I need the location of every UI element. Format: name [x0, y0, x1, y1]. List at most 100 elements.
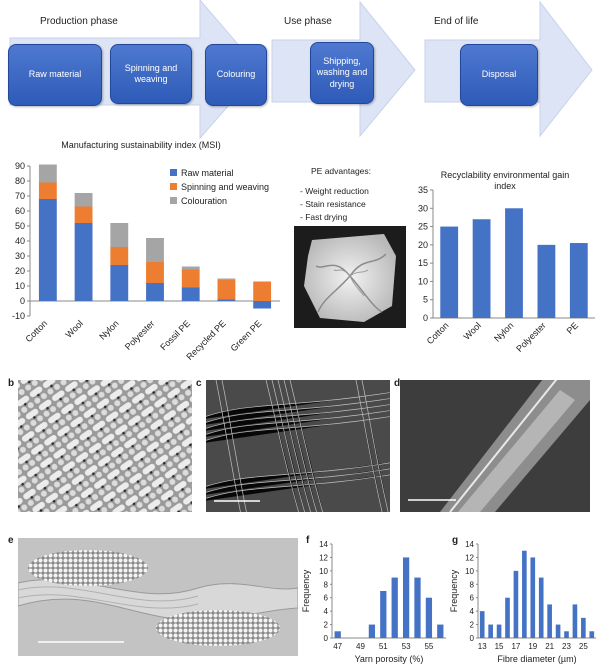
cross-section-image [18, 538, 298, 656]
pe-fabric-photo [294, 226, 406, 328]
phase-end: End of life [434, 16, 479, 27]
bar-segment [146, 283, 164, 301]
bar [547, 604, 552, 638]
x-tick-label: 55 [424, 642, 433, 651]
x-tick-label: Polyester [123, 318, 157, 352]
bar-segment [217, 278, 236, 280]
bar-segment [146, 262, 164, 283]
bar [564, 631, 569, 638]
x-tick-label: Nylon [492, 320, 515, 343]
bar [581, 617, 586, 638]
legend-swatch [170, 169, 177, 176]
box-colouring: Colouring [205, 44, 267, 106]
sem-fibre-image [400, 380, 590, 512]
weave-pattern [18, 380, 192, 512]
y-tick-label: 0 [423, 313, 428, 323]
y-tick-label: 90 [15, 161, 25, 171]
phase-production: Production phase [40, 16, 118, 27]
msi-title: Manufacturing sustainability index (MSI) [61, 140, 221, 150]
y-tick-label: -10 [12, 311, 25, 321]
y-tick-label: 14 [319, 540, 328, 549]
bar [496, 624, 502, 638]
y-tick-label: 14 [465, 540, 474, 549]
sem-fibre [408, 380, 590, 512]
sem-weave-image [206, 380, 390, 512]
bar-segment [74, 223, 93, 301]
y-tick-label: 25 [418, 222, 428, 232]
y-axis-label: Frequency [301, 569, 311, 612]
box-disposal: Disposal [460, 44, 538, 106]
panel-d-label: d [394, 378, 401, 389]
recyc-title: Recyclability environmental gain index [440, 170, 570, 192]
y-tick-label: 70 [15, 191, 25, 201]
bar [425, 597, 433, 638]
bar-segment [146, 238, 164, 262]
x-tick-label: Wool [462, 320, 483, 341]
bar-segment [253, 301, 272, 309]
x-tick-label: Cotton [425, 320, 451, 346]
woven-render-image [18, 380, 192, 512]
y-tick-label: 6 [324, 594, 329, 603]
bar [589, 631, 595, 638]
bar [391, 577, 398, 638]
bar [572, 604, 578, 638]
y-tick-label: 35 [418, 185, 428, 195]
bar-segment [181, 266, 200, 270]
x-tick-label: Green PE [229, 318, 264, 353]
x-tick-label: 17 [511, 642, 520, 651]
panel-c-label: c [196, 378, 202, 389]
box-spinning: Spinning and weaving [110, 44, 192, 104]
legend-label: Raw material [181, 168, 234, 178]
pe-list: - Weight reduction - Stain resistance - … [300, 185, 369, 224]
bar [488, 624, 493, 638]
bar-segment [110, 247, 129, 265]
x-tick-label: Fossil PE [158, 318, 192, 352]
y-tick-label: 10 [15, 281, 25, 291]
x-axis-label: Yarn porosity (%) [355, 654, 424, 664]
bar [522, 550, 527, 638]
bar [440, 226, 459, 318]
y-axis-label: Frequency [449, 569, 459, 612]
panel-b-label: b [8, 378, 15, 389]
pe-title: PE advantages: [311, 166, 372, 176]
x-tick-label: 53 [402, 642, 411, 651]
bar [479, 611, 485, 638]
sem-weave [206, 380, 390, 512]
y-tick-label: 4 [324, 607, 329, 616]
x-tick-label: 19 [528, 642, 537, 651]
y-tick-label: 50 [15, 221, 25, 231]
fabric-image [304, 234, 396, 322]
y-tick-label: 15 [418, 258, 428, 268]
bar [537, 244, 556, 318]
y-tick-label: 6 [470, 594, 475, 603]
bar-segment [253, 281, 272, 301]
bar [472, 219, 491, 318]
bar [505, 208, 523, 318]
bar-segment [38, 164, 57, 183]
phase-use: Use phase [284, 16, 332, 27]
y-tick-label: 5 [423, 295, 428, 305]
bar-segment [74, 193, 93, 207]
y-tick-label: 12 [465, 553, 474, 562]
bar-segment [217, 280, 236, 300]
y-tick-label: 30 [418, 203, 428, 213]
y-tick-label: 20 [15, 266, 25, 276]
y-tick-label: 30 [15, 251, 25, 261]
legend-swatch [170, 197, 177, 204]
bar [402, 557, 410, 638]
bar [414, 577, 421, 638]
legend-label: Spinning and weaving [181, 182, 269, 192]
bar-segment [110, 265, 129, 301]
y-tick-label: 2 [324, 621, 329, 630]
bar [368, 624, 376, 638]
bar-segment [181, 287, 200, 301]
y-tick-label: 80 [15, 176, 25, 186]
y-tick-label: 8 [324, 580, 329, 589]
y-tick-label: 0 [20, 296, 25, 306]
legend-swatch [170, 183, 177, 190]
box-shipping: Shipping, washing and drying [310, 42, 374, 104]
y-tick-label: 0 [470, 634, 475, 643]
bar-segment [217, 299, 236, 301]
